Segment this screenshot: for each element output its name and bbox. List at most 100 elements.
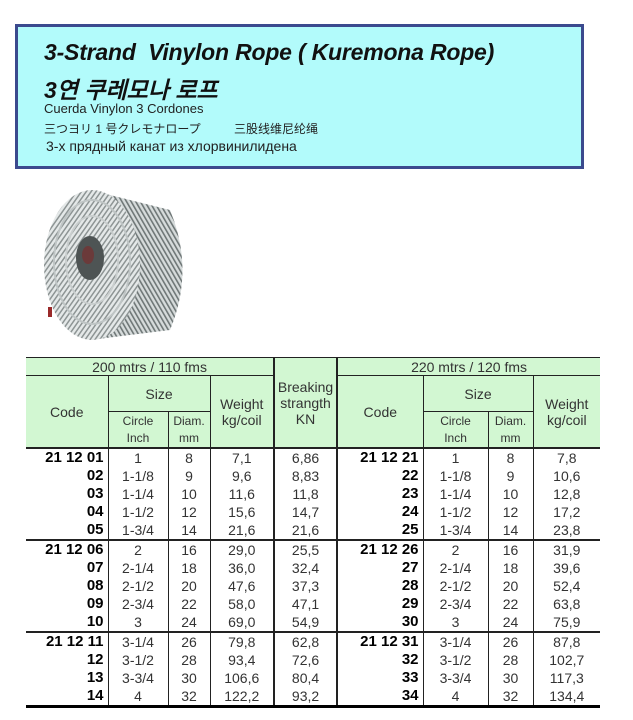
code-2-cell: 34 [337,687,424,708]
weight-2-cell: 7,8 [532,447,601,467]
code-2-cell: 22 [337,467,424,485]
weight-cell: 29,0 [209,539,275,559]
weight-cell: 15,6 [209,503,275,521]
circle-label: Circle [440,413,471,428]
title-chinese: 三股线维尼纶绳 [234,122,319,136]
code-2-cell: 32 [337,651,424,669]
diam-mm-cell: 28 [167,651,211,669]
breaking-strength-cell: 25,5 [273,539,339,559]
code-2-cell: 27 [337,559,424,577]
weight-cell: 69,0 [209,613,275,632]
inch-label: Inch [126,430,150,445]
diam-mm-2-cell: 16 [487,539,534,559]
table-body: 21 12 01 1 8 7,1 6,86 21 12 21 1 8 7,8 02 1-1/8 9 9,… [26,447,601,708]
code-cell: 08 [26,577,109,595]
code-header-2: Code [336,375,424,449]
circle-inch-2-cell: 2 [422,539,489,559]
circle-inch-cell: 2 [107,539,169,559]
size-header: Size [107,375,211,412]
weight-unit: kg/coil [546,411,587,428]
code-cell: 04 [26,503,109,521]
breaking-strength-cell: 72,6 [273,651,339,669]
diam-mm-2-cell: 18 [487,559,534,577]
breaking-strength-cell: 93,2 [273,687,339,708]
breaking-strength-cell: 14,7 [273,503,339,521]
diam-mm-2-cell: 32 [487,687,534,708]
table-row: 21 12 01 1 8 7,1 6,86 21 12 21 1 8 7,8 [26,447,601,467]
breaking-strength-cell: 80,4 [273,669,339,687]
code-cell: 14 [26,687,109,708]
title-russian: 3-х прядный канат из хлорвинилидена [46,138,297,154]
circle-inch-cell: 3 [107,613,169,632]
table-row: 21 12 06 2 16 29,0 25,5 21 12 26 2 16 31,9 [26,539,601,559]
mm-label: mm [500,430,521,445]
breaking-strength-cell: 54,9 [273,613,339,632]
diam-mm-2-cell: 10 [487,485,534,503]
breaking-strength-header: Breaking strangth KN [273,357,339,449]
breaking-strength-cell: 47,1 [273,595,339,613]
circle-inch-2-cell: 2-3/4 [422,595,489,613]
weight-cell: 11,6 [209,485,275,503]
diam-mm-cell: 26 [167,631,211,651]
code-cell: 07 [26,559,109,577]
circle-inch-2-cell: 1-3/4 [422,521,489,540]
code-cell: 02 [26,467,109,485]
weight-2-cell: 63,8 [532,595,601,613]
diam-mm-cell: 12 [167,503,211,521]
title-english: 3-Strand Vinylon Rope ( Kuremona Rope) [44,39,495,65]
table-row: 14 4 32 122,2 93,2 34 4 32 134,4 [26,687,601,708]
circle-inch-2-cell: 3-1/2 [422,651,489,669]
circle-inch-2-cell: 3-3/4 [422,669,489,687]
table-row: 08 2-1/2 20 47,6 37,3 28 2-1/2 20 52,4 [26,577,601,595]
code-2-cell: 29 [337,595,424,613]
code-2-cell: 21 12 26 [337,539,424,559]
diam-mm-cell: 22 [167,595,211,613]
circle-inch-cell: 1 [107,447,169,467]
table-row: 10 3 24 69,0 54,9 30 3 24 75,9 [26,613,601,632]
diam-mm-cell: 8 [167,447,211,467]
table-row: 07 2-1/4 18 36,0 32,4 27 2-1/4 18 39,6 [26,559,601,577]
weight-unit: kg/coil [221,411,262,428]
diam-mm-header: Diam. mm [167,411,211,449]
diam-mm-2-cell: 24 [487,613,534,632]
rope-coil-image [44,190,183,340]
circle-inch-2-cell: 1-1/4 [422,485,489,503]
title-japanese: 三つヨリ 1 号クレモナロープ [44,122,201,136]
circle-inch-cell: 4 [107,687,169,708]
size-header-2: Size [422,375,534,412]
weight-cell: 106,6 [209,669,275,687]
weight-cell: 47,6 [209,577,275,595]
circle-inch-cell: 1-1/8 [107,467,169,485]
code-2-cell: 28 [337,577,424,595]
diam-mm-cell: 16 [167,539,211,559]
code-2-cell: 21 12 21 [337,447,424,467]
group2-length-header: 220 mtrs / 120 fms [336,357,601,376]
code-2-cell: 30 [337,613,424,632]
weight-2-cell: 39,6 [532,559,601,577]
weight-header-2: Weight kg/coil [532,375,601,449]
diam-mm-cell: 30 [167,669,211,687]
weight-2-cell: 17,2 [532,503,601,521]
circle-inch-cell: 3-1/4 [107,631,169,651]
diam-mm-cell: 18 [167,559,211,577]
weight-cell: 36,0 [209,559,275,577]
weight-2-cell: 31,9 [532,539,601,559]
diam-mm-cell: 10 [167,485,211,503]
breaking-strength-cell: 6,86 [273,447,339,467]
circle-inch-2-cell: 3-1/4 [422,631,489,651]
circle-inch-cell: 3-3/4 [107,669,169,687]
weight-2-cell: 23,8 [532,521,601,540]
mm-label: mm [179,430,199,445]
circle-inch-cell: 2-1/2 [107,577,169,595]
breaking-strength-cell: 32,4 [273,559,339,577]
kn-label: KN [295,410,316,427]
code-cell: 21 12 06 [26,539,109,559]
breaking-strength-cell: 37,3 [273,577,339,595]
weight-2-cell: 12,8 [532,485,601,503]
group1-length-header: 200 mtrs / 110 fms [26,357,275,376]
diam-mm-2-cell: 12 [487,503,534,521]
code-cell: 10 [26,613,109,632]
circle-inch-2-cell: 1-1/8 [422,467,489,485]
code-2-cell: 25 [337,521,424,540]
rope-spec-table: 200 mtrs / 110 fms Breaking strangth KN … [26,357,601,708]
